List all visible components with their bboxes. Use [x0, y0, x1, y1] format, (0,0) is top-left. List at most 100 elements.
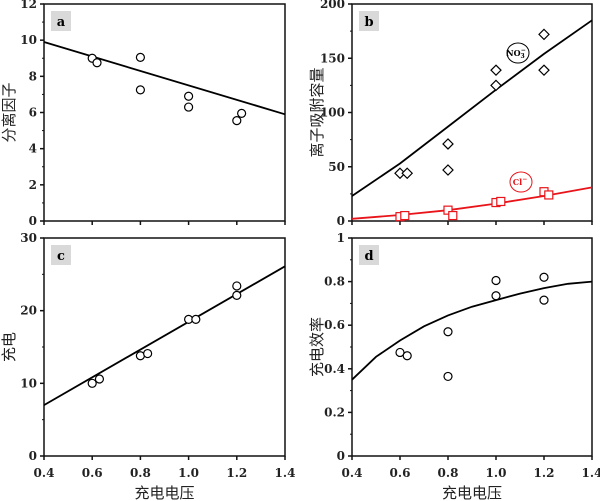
y-tick-label: 0 [29, 449, 37, 463]
y-tick-label: 2 [29, 178, 37, 192]
plot-frame [351, 3, 593, 222]
x-tick-label: 1.2 [534, 466, 555, 480]
fit-line [43, 265, 286, 406]
data-point [402, 351, 412, 361]
x-axis-label: 充电电压 [134, 484, 194, 501]
data-point [448, 210, 458, 221]
panel-label: c [51, 245, 71, 265]
y-tick-label: 0 [337, 214, 345, 228]
y-tick-label: 1 [337, 231, 345, 245]
series [43, 265, 286, 406]
data-point [443, 205, 453, 215]
data-point [490, 64, 502, 77]
series-label-main: Cl [513, 177, 522, 187]
y-tick-label: 20 [20, 304, 37, 318]
series [43, 41, 286, 126]
data-point [184, 91, 194, 101]
data-point [443, 327, 453, 337]
panel-label: d [359, 245, 379, 265]
y-tick-label: 50 [328, 160, 345, 174]
x-axis-label: 充电电压 [442, 484, 502, 501]
data-point [496, 196, 506, 207]
data-point [491, 275, 501, 286]
data-point [232, 281, 242, 291]
y-tick-label: 8 [29, 69, 37, 83]
series: Cl− [351, 171, 593, 222]
y-tick-label: 150 [320, 51, 345, 65]
data-point [538, 64, 550, 77]
x-tick-label: 1.4 [582, 466, 600, 480]
panel-label: b [359, 11, 379, 31]
x-tick-label: 0.6 [390, 466, 411, 480]
plot-frame [43, 237, 286, 457]
x-tick-label: 1.0 [486, 466, 507, 480]
panel-letter: a [57, 15, 66, 30]
data-point [490, 79, 502, 92]
data-point [400, 210, 410, 221]
data-point [237, 108, 247, 119]
x-tick-label: 0.8 [438, 466, 459, 480]
fit-line [43, 41, 286, 116]
panel-label-bg [359, 245, 379, 265]
data-point [87, 378, 97, 388]
series-label-sup: − [521, 47, 526, 54]
y-tick-label: 200 [320, 0, 345, 11]
data-point [539, 272, 549, 282]
panel-a: a 0 2 4 6 8 10 12 分离因子 [0, 0, 286, 228]
y-axis-label: 充电 [0, 332, 18, 362]
data-point [191, 314, 201, 324]
data-point [539, 295, 549, 305]
x-tick-label: 1.4 [275, 466, 296, 480]
panel-letter: d [364, 249, 373, 264]
y-tick-label: 0.2 [324, 405, 345, 419]
series-label-circle [506, 42, 530, 64]
y-tick-label: 0.8 [324, 275, 345, 289]
data-point [544, 190, 554, 200]
data-point [232, 116, 242, 126]
data-point [92, 58, 102, 68]
panel-c: c 0 10 20 30 0.4 0.6 0.8 1.0 1.2 1.4 充电电压 充电 [0, 231, 295, 501]
y-tick-label: 30 [20, 231, 37, 245]
series-label-text: Cl− [513, 176, 527, 187]
y-tick-label: 0 [337, 449, 345, 463]
fit-line [351, 280, 593, 381]
y-tick-label: 4 [29, 142, 37, 156]
data-point [491, 291, 501, 301]
panel-d: d 0 0.2 0.4 0.6 0.8 1 0.4 0.6 0.8 1.0 1.2 1.4 充电电压 充电效… [308, 231, 600, 501]
series-label: Cl− [509, 171, 533, 193]
y-tick-label: 0 [29, 214, 37, 228]
data-point [443, 371, 453, 382]
series-label-text: NO3− [506, 47, 526, 60]
x-tick-label: 0.4 [34, 466, 55, 480]
panel-label-bg [51, 245, 71, 265]
series-label-main: NO [506, 48, 520, 58]
data-point [442, 138, 454, 150]
y-tick-label: 0.4 [324, 362, 345, 376]
panel-letter: c [57, 249, 65, 264]
data-point [401, 167, 414, 180]
series-label-sup: − [522, 176, 527, 183]
y-tick-label: 100 [320, 106, 345, 120]
series-label-sub: 3 [521, 53, 525, 60]
panel-label-bg [359, 11, 379, 31]
y-axis-label: 离子吸附容量 [308, 67, 326, 157]
series [351, 272, 593, 382]
y-tick-label: 12 [20, 0, 37, 11]
panel-letter: b [364, 15, 373, 30]
data-point [184, 102, 194, 112]
data-point [143, 348, 153, 359]
panel-label: a [51, 11, 71, 31]
data-point [135, 85, 145, 95]
x-tick-label: 1.2 [226, 466, 247, 480]
y-tick-label: 10 [20, 33, 37, 47]
x-tick-label: 0.8 [130, 466, 151, 480]
plot-frame [43, 3, 286, 222]
y-tick-label: 10 [20, 376, 37, 390]
series-label-circle [509, 171, 533, 193]
y-axis-label: 分离因子 [0, 82, 18, 142]
series: NO3− [351, 19, 593, 197]
panel-label-bg [51, 11, 71, 31]
series-label: NO3− [506, 42, 530, 64]
